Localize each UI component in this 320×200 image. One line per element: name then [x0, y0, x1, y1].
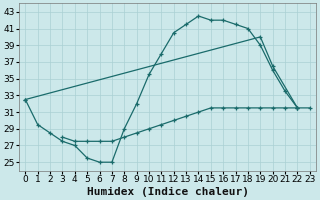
- X-axis label: Humidex (Indice chaleur): Humidex (Indice chaleur): [87, 186, 249, 197]
